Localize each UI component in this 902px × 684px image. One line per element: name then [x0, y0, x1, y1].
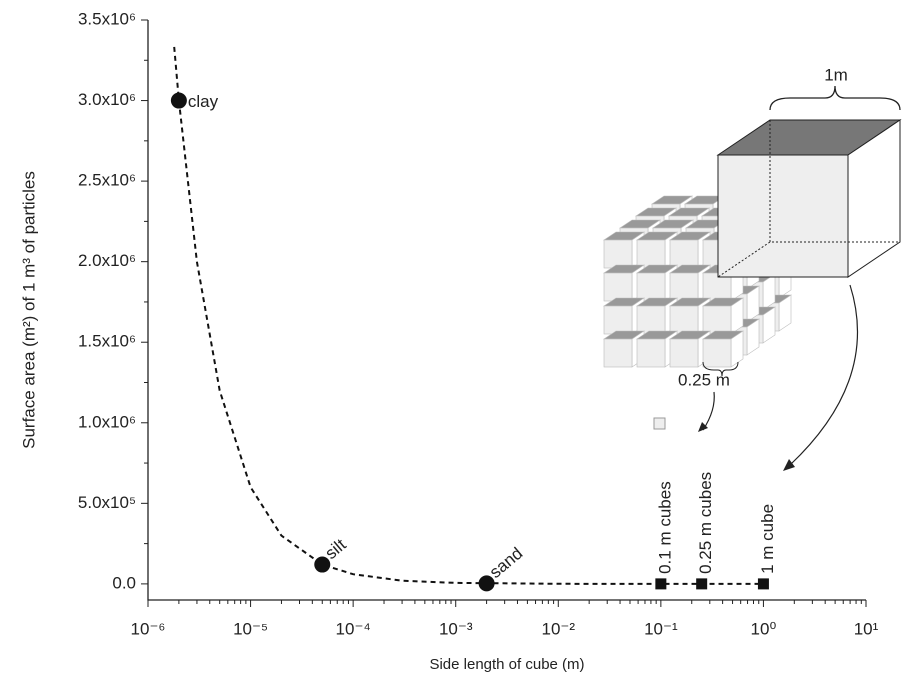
small-cube-front — [603, 338, 633, 368]
small-cube-front — [636, 338, 666, 368]
x-tick-label: 10⁻⁶ — [131, 619, 166, 638]
y-tick-label: 0.0 — [112, 573, 136, 592]
y-tick-label: 5.0x10⁵ — [78, 493, 136, 512]
arrow — [789, 284, 859, 466]
small-cube-front — [603, 239, 633, 269]
y-tick-label: 2.5x10⁶ — [78, 171, 136, 190]
x-tick-label: 10⁰ — [751, 619, 777, 638]
y-axis-label: Surface area (m²) of 1 m³ of particles — [19, 171, 38, 449]
brace — [702, 361, 739, 377]
small-cube-front — [702, 305, 732, 335]
point — [314, 556, 331, 573]
small-cube-front — [669, 338, 699, 368]
small-cube-front — [636, 272, 666, 302]
y-tick-label: 3.0x10⁶ — [78, 90, 136, 109]
small-cube-icon — [653, 417, 666, 430]
small-cube-front — [702, 338, 732, 368]
arrow-head — [698, 422, 708, 432]
y-tick-label: 1.5x10⁶ — [78, 332, 136, 351]
small-cube-front — [636, 305, 666, 335]
small-cube-front — [603, 305, 633, 335]
fit-curve — [173, 46, 764, 585]
point — [696, 578, 708, 590]
y-tick-label: 1.0x10⁶ — [78, 412, 136, 431]
small-cube-front — [669, 239, 699, 269]
point — [478, 575, 495, 592]
x-tick-label: 10⁻³ — [439, 619, 473, 638]
point-label: sand — [486, 544, 526, 582]
small-cube-front — [669, 272, 699, 302]
hidden-edges — [717, 120, 900, 278]
arrow — [702, 391, 715, 431]
x-tick-label: 10¹ — [854, 619, 879, 638]
x-tick-label: 10⁻¹ — [644, 619, 678, 638]
x-axis-label: Side length of cube (m) — [429, 656, 584, 673]
brace — [769, 85, 901, 111]
point-label: 1 m cube — [758, 504, 777, 574]
y-tick-label: 2.0x10⁶ — [78, 251, 136, 270]
cube-illustration: 1m 0.25 m — [603, 65, 902, 471]
small-cube-front — [669, 305, 699, 335]
point-label: clay — [188, 92, 219, 111]
point — [655, 578, 667, 590]
x-tick-label: 10⁻² — [542, 619, 576, 638]
arrow-head — [783, 459, 795, 471]
point-label: 0.25 m cubes — [696, 472, 715, 574]
x-tick-label: 10⁻⁴ — [336, 619, 371, 638]
small-cube-front — [603, 272, 633, 302]
annotation: 1m — [824, 65, 848, 84]
small-cube-front — [636, 239, 666, 269]
point — [170, 92, 187, 109]
big-cube-front — [717, 154, 849, 278]
point — [757, 578, 769, 590]
x-tick-label: 10⁻⁵ — [233, 619, 268, 638]
point-label: 0.1 m cubes — [655, 481, 674, 574]
annotation: 0.25 m — [678, 370, 730, 389]
y-tick-label: 3.5x10⁶ — [78, 9, 136, 28]
small-cube-front — [702, 272, 732, 302]
